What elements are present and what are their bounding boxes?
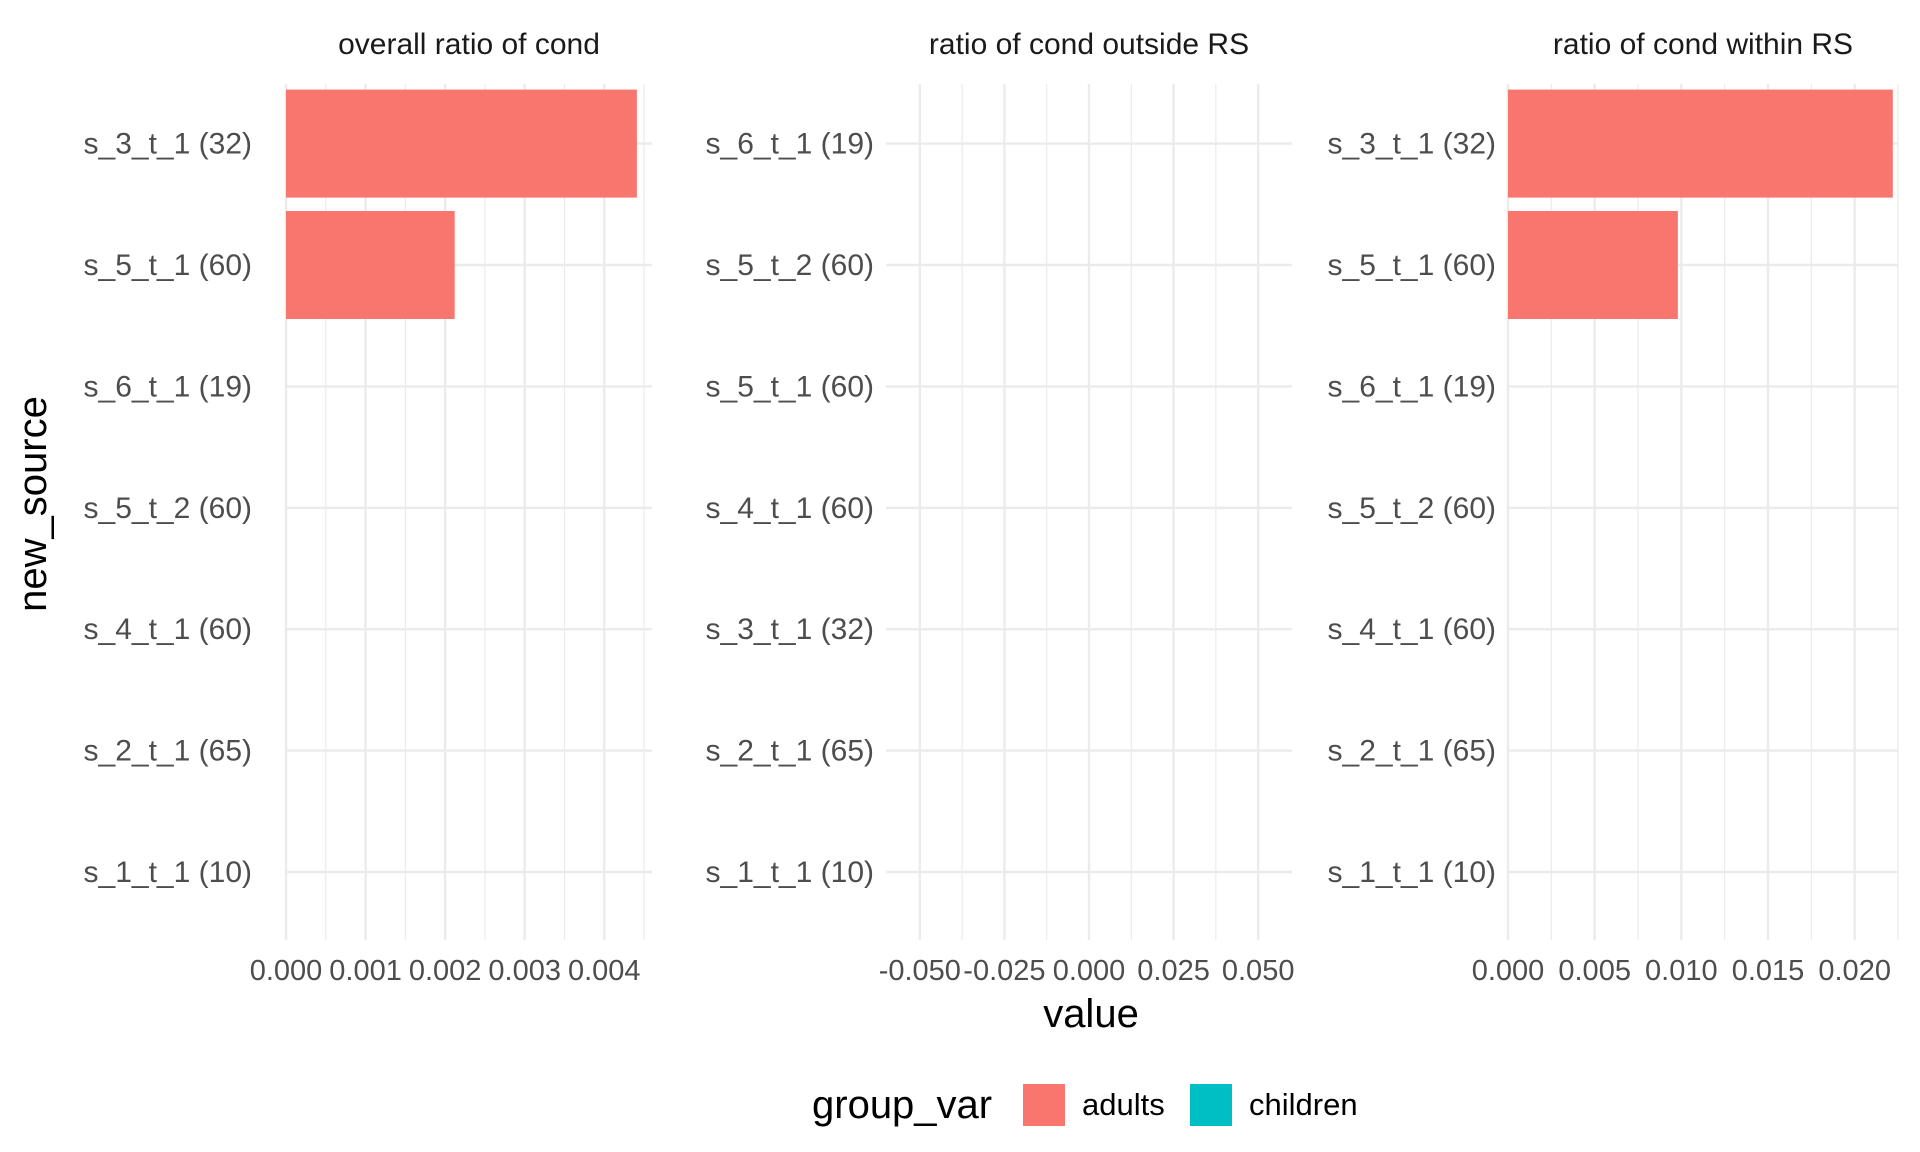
legend: group_var adults children xyxy=(812,1083,1358,1127)
y-tick-label: s_4_t_1 (60) xyxy=(84,613,252,646)
x-tick-label: 0.015 xyxy=(1732,955,1805,987)
x-tick-label: -0.050 xyxy=(879,955,961,987)
facet-strip-title: overall ratio of cond xyxy=(338,28,600,61)
panels-group: s_1_t_1 (10) s_2_t_1 (65) s_4_t_1 (60) s_5_… xyxy=(84,28,1899,987)
legend-key xyxy=(1190,1084,1232,1126)
x-tick-label: 0.004 xyxy=(568,955,641,987)
y-tick-label: s_5_t_1 (60) xyxy=(706,370,874,403)
x-tick-label: 0.050 xyxy=(1222,955,1295,987)
facet-strip-title: ratio of cond within RS xyxy=(1553,28,1853,61)
x-tick-label: 0.020 xyxy=(1818,955,1891,987)
y-tick-label: s_4_t_1 (60) xyxy=(1328,613,1496,646)
facet-panel: s_1_t_1 (10) s_2_t_1 (65) s_4_t_1 (60) s_5_… xyxy=(84,28,652,987)
x-tick-label: 0.000 xyxy=(1053,955,1126,987)
legend-label: adults xyxy=(1082,1087,1165,1122)
y-tick-label: s_3_t_1 (32) xyxy=(1328,128,1496,161)
facet-strip-title: ratio of cond outside RS xyxy=(929,28,1249,61)
bar xyxy=(1508,211,1678,319)
y-tick-label: s_4_t_1 (60) xyxy=(706,492,874,525)
x-tick-label: 0.001 xyxy=(329,955,402,987)
x-tick-label: -0.025 xyxy=(963,955,1045,987)
y-tick-label: s_1_t_1 (10) xyxy=(706,856,874,889)
y-tick-label: s_1_t_1 (10) xyxy=(1328,856,1496,889)
y-tick-label: s_6_t_1 (19) xyxy=(84,370,252,403)
legend-key xyxy=(1023,1084,1065,1126)
y-tick-label: s_5_t_1 (60) xyxy=(84,249,252,282)
legend-label: children xyxy=(1249,1087,1358,1122)
y-tick-label: s_3_t_1 (32) xyxy=(84,128,252,161)
x-tick-label: 0.005 xyxy=(1558,955,1631,987)
y-axis-title: new_source xyxy=(11,396,55,612)
x-tick-label: 0.010 xyxy=(1645,955,1718,987)
y-tick-label: s_6_t_1 (19) xyxy=(706,128,874,161)
y-tick-label: s_2_t_1 (65) xyxy=(706,735,874,768)
x-tick-label: 0.003 xyxy=(488,955,561,987)
bar xyxy=(286,211,455,319)
x-tick-label: 0.000 xyxy=(250,955,323,987)
y-tick-label: s_2_t_1 (65) xyxy=(84,735,252,768)
x-axis-title: value xyxy=(1043,992,1139,1036)
y-tick-label: s_5_t_2 (60) xyxy=(84,492,252,525)
bar xyxy=(286,89,637,198)
x-tick-label: 0.025 xyxy=(1137,955,1210,987)
y-tick-label: s_5_t_2 (60) xyxy=(1328,492,1496,525)
y-tick-label: s_1_t_1 (10) xyxy=(84,856,252,889)
y-tick-label: s_2_t_1 (65) xyxy=(1328,735,1496,768)
y-tick-label: s_5_t_2 (60) xyxy=(706,249,874,282)
y-tick-label: s_3_t_1 (32) xyxy=(706,613,874,646)
y-tick-label: s_6_t_1 (19) xyxy=(1328,370,1496,403)
facet-panel: s_1_t_1 (10) s_2_t_1 (65) s_4_t_1 (60) s_5_… xyxy=(1328,28,1899,987)
y-tick-label: s_5_t_1 (60) xyxy=(1328,249,1496,282)
bar xyxy=(1508,89,1893,198)
legend-title: group_var xyxy=(812,1083,992,1127)
x-tick-label: 0.002 xyxy=(409,955,482,987)
x-tick-label: 0.000 xyxy=(1472,955,1545,987)
facet-panel: s_1_t_1 (10) s_2_t_1 (65) s_3_t_1 (32) s_4_… xyxy=(706,28,1295,987)
